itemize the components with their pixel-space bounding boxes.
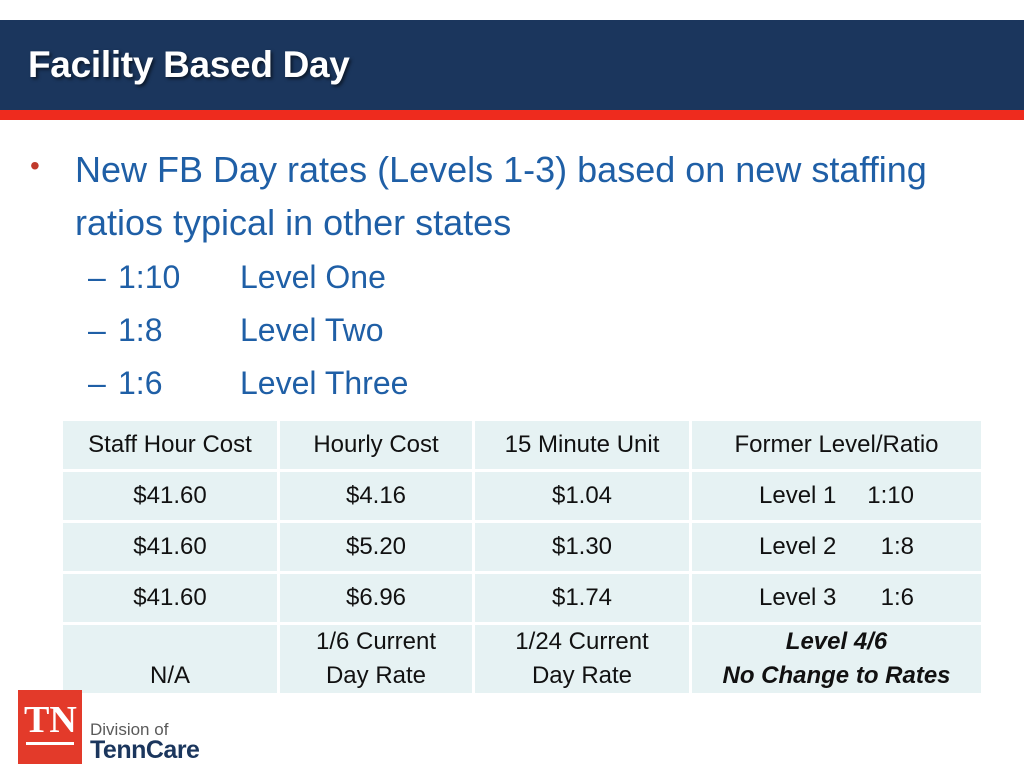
header-hourly-cost: Hourly Cost — [277, 418, 475, 472]
subitem-ratio: 1:6 — [118, 365, 163, 401]
subitem-level-three: –1:6 Level Three — [88, 363, 408, 403]
cell-staff-hour-cost: $41.60 — [60, 571, 280, 625]
main-bullet-text: New FB Day rates (Levels 1-3) based on n… — [75, 149, 927, 243]
cell-line: Day Rate — [325, 662, 427, 689]
table-row: $41.60 $5.20 $1.30 Level 2 1:8 — [60, 520, 984, 574]
cell-15-minute-unit: $1.74 — [472, 571, 692, 625]
cell-staff-hour-cost: $41.60 — [60, 469, 280, 523]
cell-line: Level 4/6 — [785, 628, 888, 655]
header-former-level-ratio: Former Level/Ratio — [689, 418, 984, 472]
cell-former-level-ratio: Level 3 1:6 — [689, 571, 984, 625]
subitem-level: Level Two — [240, 312, 384, 348]
subitem-level-one: –1:10 Level One — [88, 257, 386, 297]
title-divider — [0, 110, 1024, 120]
cell-former-level-ratio: Level 1 1:10 — [689, 469, 984, 523]
logo-division-label: Division of — [90, 720, 169, 739]
subitem-level: Level One — [240, 259, 386, 295]
table-row: $41.60 $4.16 $1.04 Level 1 1:10 — [60, 469, 984, 523]
table-row: N/A 1/6 Current Day Rate 1/24 Current Day … — [60, 622, 984, 696]
cell-staff-hour-cost: $41.60 — [60, 520, 280, 574]
cell-former-level-ratio: Level 4/6 No Change to Rates — [689, 622, 984, 696]
cell-ratio: 1:6 — [880, 584, 914, 611]
tn-logo-mark: TN — [24, 699, 77, 741]
cell-15-minute-unit: 1/24 Current Day Rate — [472, 622, 692, 696]
cell-ratio: 1:10 — [867, 482, 914, 509]
cell-line: 1/24 Current — [515, 628, 649, 655]
cell-hourly-cost: $5.20 — [277, 520, 475, 574]
cell-level: Level 1 — [759, 482, 837, 509]
cell-hourly-cost: $4.16 — [277, 469, 475, 523]
subitem-level: Level Three — [240, 365, 409, 401]
subitem-ratio: 1:10 — [118, 259, 181, 295]
tn-logo-icon — [18, 690, 82, 764]
table-header-row: Staff Hour Cost Hourly Cost 15 Minute Un… — [60, 418, 984, 472]
cell-ratio: 1:8 — [880, 533, 914, 560]
cell-hourly-cost: $6.96 — [277, 571, 475, 625]
rates-table: Staff Hour Cost Hourly Cost 15 Minute Un… — [60, 418, 984, 696]
cell-line: No Change to Rates — [722, 662, 951, 689]
cell-line: 1/6 Current — [315, 628, 437, 655]
cell-level: Level 3 — [759, 584, 837, 611]
subitem-ratio: 1:8 — [118, 312, 163, 348]
cell-former-level-ratio: Level 2 1:8 — [689, 520, 984, 574]
cell-hourly-cost: 1/6 Current Day Rate — [277, 622, 475, 696]
dash-icon: – — [88, 312, 106, 348]
cell-line: Day Rate — [531, 662, 633, 689]
tn-logo-underline — [26, 742, 74, 745]
cell-level: Level 2 — [759, 533, 837, 560]
table-row: $41.60 $6.96 $1.74 Level 3 1:6 — [60, 571, 984, 625]
dash-icon: – — [88, 365, 106, 401]
header-15-minute-unit: 15 Minute Unit — [472, 418, 692, 472]
slide-title: Facility Based Day — [28, 44, 350, 85]
cell-15-minute-unit: $1.30 — [472, 520, 692, 574]
subitem-level-two: –1:8 Level Two — [88, 310, 384, 350]
logo-tenncare-label: TennCare — [90, 736, 200, 764]
cell-15-minute-unit: $1.04 — [472, 469, 692, 523]
dash-icon: – — [88, 259, 106, 295]
bullet-icon: • — [30, 150, 40, 181]
title-bar — [0, 20, 1024, 110]
header-staff-hour-cost: Staff Hour Cost — [60, 418, 280, 472]
cell-staff-hour-cost: N/A — [60, 622, 280, 696]
